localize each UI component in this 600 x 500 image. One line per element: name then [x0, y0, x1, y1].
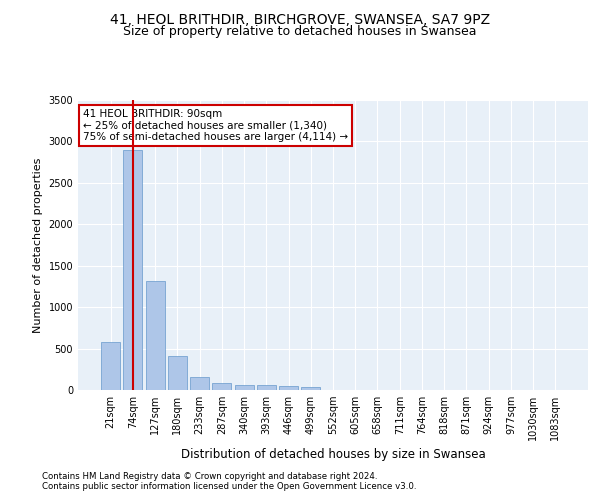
Text: 41 HEOL BRITHDIR: 90sqm
← 25% of detached houses are smaller (1,340)
75% of semi: 41 HEOL BRITHDIR: 90sqm ← 25% of detache… — [83, 108, 348, 142]
Bar — [101, 342, 120, 390]
Bar — [257, 386, 276, 390]
Bar — [146, 280, 164, 390]
Bar — [168, 356, 187, 390]
Bar — [301, 387, 320, 390]
Bar — [235, 385, 254, 390]
Y-axis label: Number of detached properties: Number of detached properties — [33, 158, 43, 332]
Text: 41, HEOL BRITHDIR, BIRCHGROVE, SWANSEA, SA7 9PZ: 41, HEOL BRITHDIR, BIRCHGROVE, SWANSEA, … — [110, 12, 490, 26]
Bar — [212, 382, 231, 390]
Bar — [124, 150, 142, 390]
Bar — [190, 377, 209, 390]
X-axis label: Distribution of detached houses by size in Swansea: Distribution of detached houses by size … — [181, 448, 485, 462]
Bar — [279, 386, 298, 390]
Text: Contains HM Land Registry data © Crown copyright and database right 2024.: Contains HM Land Registry data © Crown c… — [42, 472, 377, 481]
Text: Contains public sector information licensed under the Open Government Licence v3: Contains public sector information licen… — [42, 482, 416, 491]
Text: Size of property relative to detached houses in Swansea: Size of property relative to detached ho… — [123, 25, 477, 38]
